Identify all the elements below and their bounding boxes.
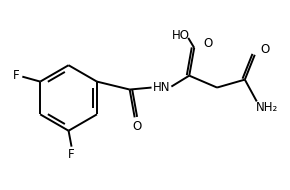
Text: O: O — [132, 120, 141, 133]
Text: NH₂: NH₂ — [255, 101, 278, 114]
Text: O: O — [204, 37, 213, 50]
Text: HN: HN — [153, 81, 170, 94]
Text: HO: HO — [172, 29, 190, 42]
Text: F: F — [68, 148, 75, 161]
Text: O: O — [260, 43, 269, 56]
Text: F: F — [13, 69, 20, 82]
